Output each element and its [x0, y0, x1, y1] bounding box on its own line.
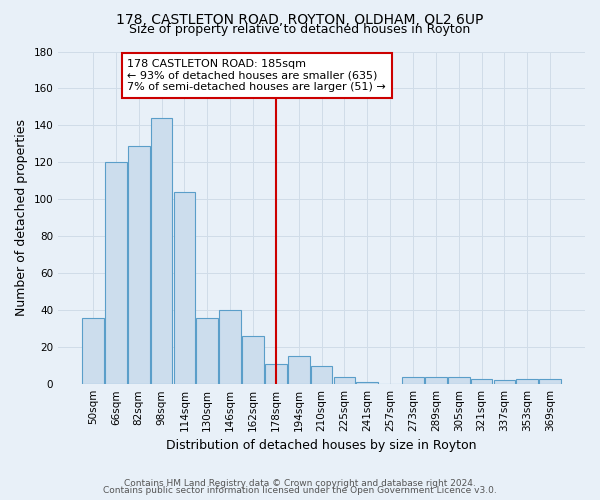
Bar	[539, 378, 561, 384]
Text: Contains HM Land Registry data © Crown copyright and database right 2024.: Contains HM Land Registry data © Crown c…	[124, 478, 476, 488]
Text: Contains public sector information licensed under the Open Government Licence v3: Contains public sector information licen…	[103, 486, 497, 495]
Bar	[402, 377, 424, 384]
Bar	[356, 382, 378, 384]
Bar	[494, 380, 515, 384]
Bar	[311, 366, 332, 384]
Bar	[173, 192, 195, 384]
Bar	[82, 318, 104, 384]
Bar	[151, 118, 172, 384]
Text: 178 CASTLETON ROAD: 185sqm
← 93% of detached houses are smaller (635)
7% of semi: 178 CASTLETON ROAD: 185sqm ← 93% of deta…	[127, 59, 386, 92]
X-axis label: Distribution of detached houses by size in Royton: Distribution of detached houses by size …	[166, 440, 477, 452]
Bar	[448, 377, 470, 384]
Bar	[105, 162, 127, 384]
Bar	[128, 146, 149, 384]
Bar	[242, 336, 264, 384]
Bar	[196, 318, 218, 384]
Bar	[425, 377, 447, 384]
Y-axis label: Number of detached properties: Number of detached properties	[15, 120, 28, 316]
Bar	[471, 378, 493, 384]
Text: 178, CASTLETON ROAD, ROYTON, OLDHAM, OL2 6UP: 178, CASTLETON ROAD, ROYTON, OLDHAM, OL2…	[116, 12, 484, 26]
Text: Size of property relative to detached houses in Royton: Size of property relative to detached ho…	[130, 22, 470, 36]
Bar	[288, 356, 310, 384]
Bar	[517, 378, 538, 384]
Bar	[219, 310, 241, 384]
Bar	[334, 377, 355, 384]
Bar	[265, 364, 287, 384]
